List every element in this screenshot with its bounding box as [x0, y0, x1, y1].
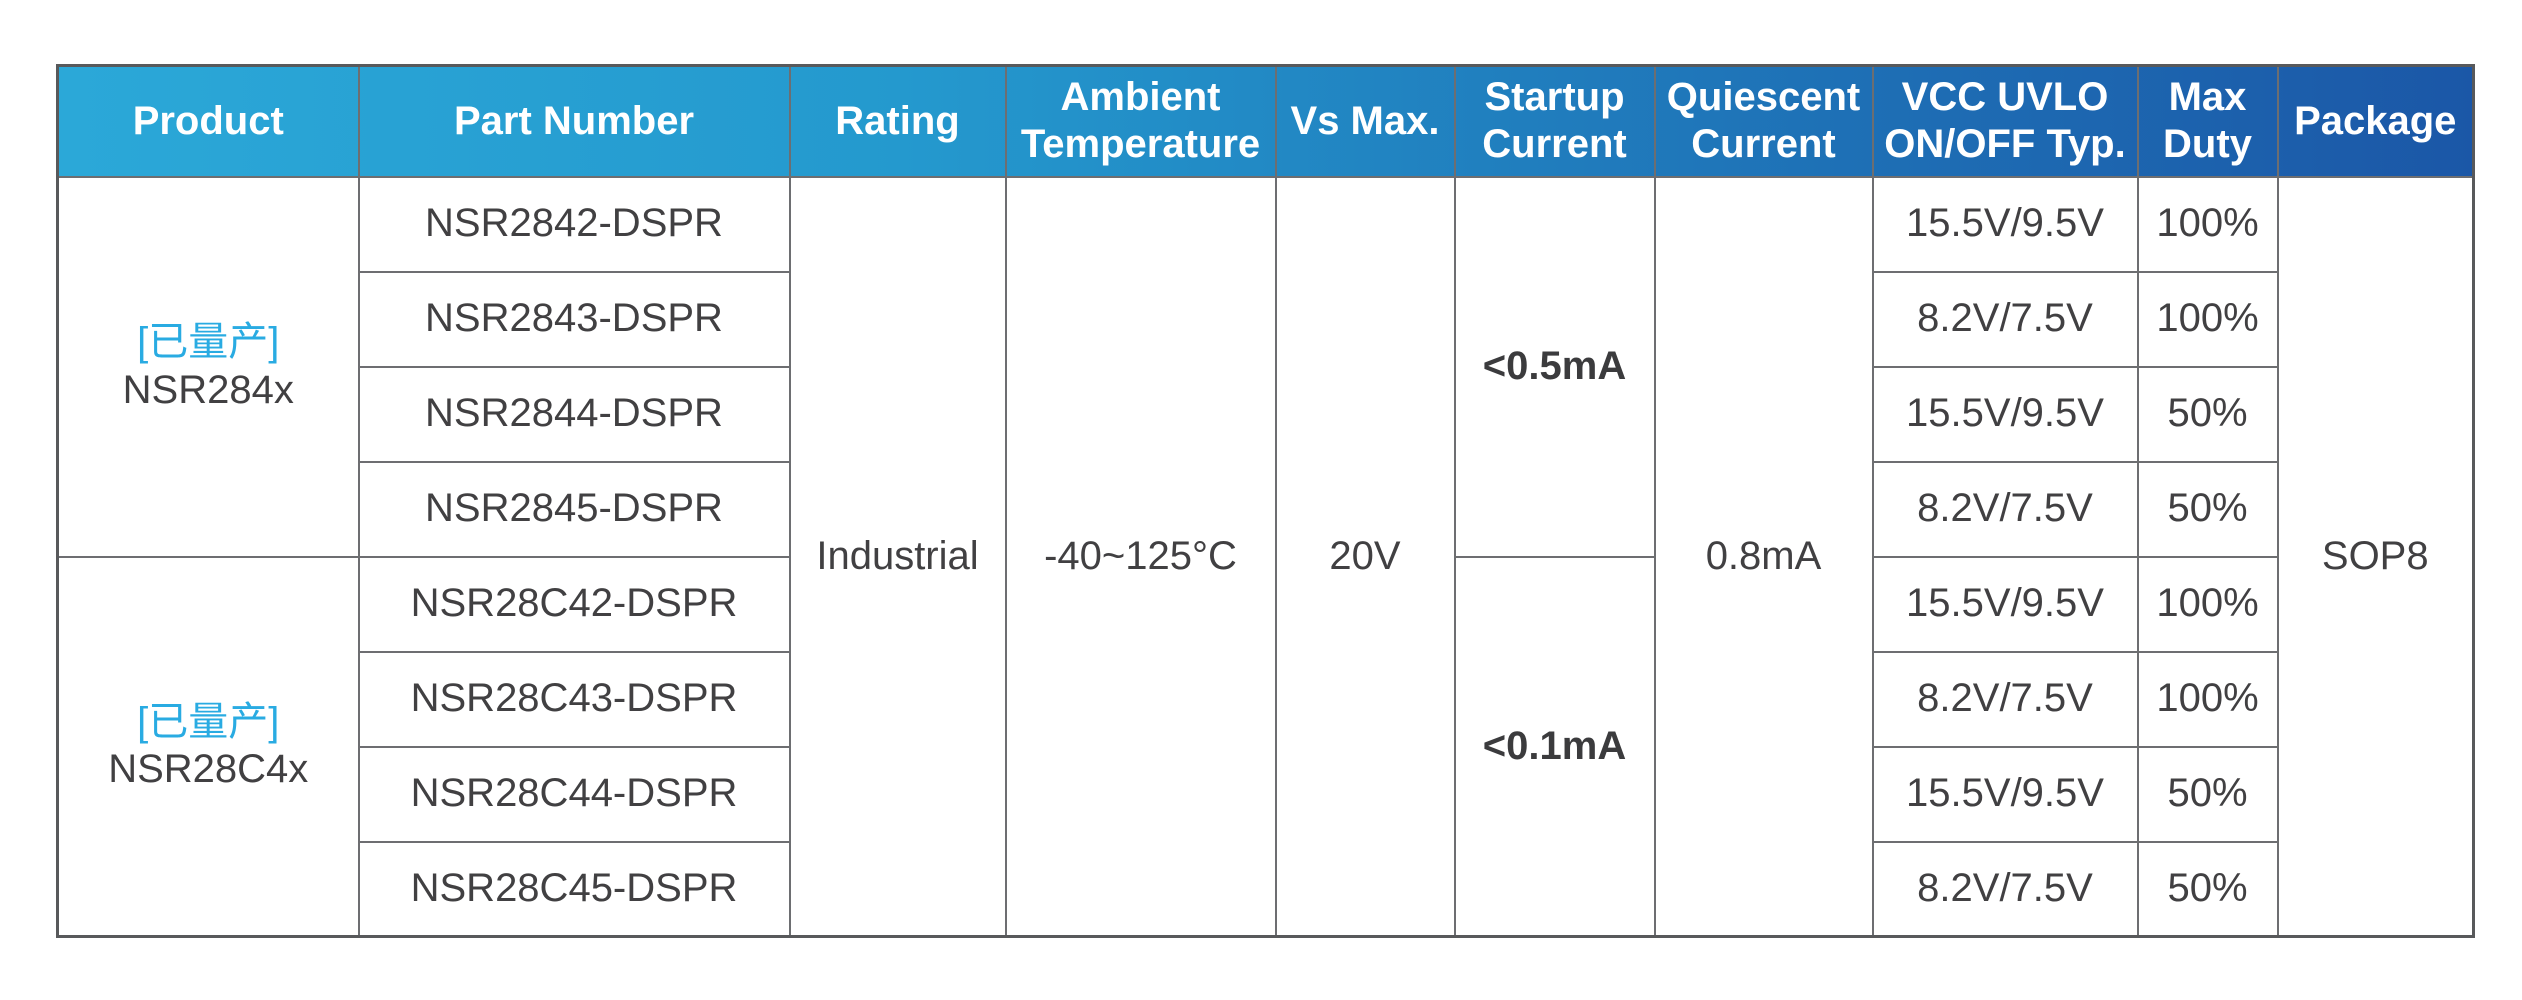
part-number-cell: NSR2842-DSPR: [357, 175, 791, 273]
table-row: [已量产] NSR284x NSR2842-DSPR Industrial -4…: [56, 175, 2475, 938]
production-status-badge: [已量产]: [137, 700, 280, 745]
vcc-uvlo-cell: 8.2V/7.5V: [1871, 650, 2139, 748]
col-header-max-duty: Max Duty: [2136, 64, 2279, 178]
table-row: NSR28C45-DSPR 8.2V/7.5V 50%: [58, 840, 2474, 938]
product-spec-table: Product Part Number Rating Ambient Tempe…: [56, 64, 2475, 938]
part-number-cell: NSR28C42-DSPR: [357, 555, 791, 653]
production-status-badge: [已量产]: [137, 320, 280, 365]
startup-current-cell: <0.5mA: [1453, 175, 1656, 558]
product-group-cell-nsr284x: [已量产] NSR284x: [56, 175, 360, 558]
table-row: NSR28C43-DSPR 8.2V/7.5V 100%: [58, 650, 2474, 748]
max-duty-cell: 50%: [2136, 460, 2279, 558]
ambient-temperature-cell: -40~125°C: [1004, 175, 1277, 938]
part-number-cell: NSR28C44-DSPR: [357, 745, 791, 843]
vcc-uvlo-cell: 8.2V/7.5V: [1871, 840, 2139, 938]
vs-max-cell: 20V: [1274, 175, 1456, 938]
product-family-name: NSR28C4x: [108, 747, 309, 792]
col-header-ambient-temperature: Ambient Temperature: [1004, 64, 1277, 178]
header-row: Product Part Number Rating Ambient Tempe…: [56, 64, 2475, 178]
max-duty-cell: 50%: [2136, 745, 2279, 843]
quiescent-current-cell: 0.8mA: [1653, 175, 1874, 938]
max-duty-cell: 100%: [2136, 175, 2279, 273]
col-header-product: Product: [56, 64, 360, 178]
vcc-uvlo-cell: 8.2V/7.5V: [1871, 270, 2139, 368]
vcc-uvlo-cell: 8.2V/7.5V: [1871, 460, 2139, 558]
part-number-cell: NSR28C43-DSPR: [357, 650, 791, 748]
col-header-vs-max: Vs Max.: [1274, 64, 1456, 178]
table-row: NSR28C44-DSPR 15.5V/9.5V 50%: [58, 745, 2474, 843]
max-duty-cell: 100%: [2136, 270, 2279, 368]
col-header-vcc-uvlo: VCC UVLO ON/OFF Typ.: [1871, 64, 2139, 178]
max-duty-cell: 100%: [2136, 650, 2279, 748]
table-header: Product Part Number Rating Ambient Tempe…: [56, 64, 2475, 178]
col-header-rating: Rating: [788, 64, 1007, 178]
col-header-part-number: Part Number: [357, 64, 791, 178]
rating-cell: Industrial: [788, 175, 1007, 938]
col-header-quiescent-current: Quiescent Current: [1653, 64, 1874, 178]
table-row: NSR2845-DSPR 8.2V/7.5V 50%: [58, 460, 2474, 558]
vcc-uvlo-cell: 15.5V/9.5V: [1871, 555, 2139, 653]
col-header-package: Package: [2276, 64, 2475, 178]
part-number-cell: NSR2845-DSPR: [357, 460, 791, 558]
vcc-uvlo-cell: 15.5V/9.5V: [1871, 745, 2139, 843]
product-family-name: NSR284x: [122, 367, 294, 412]
max-duty-cell: 100%: [2136, 555, 2279, 653]
table-row: NSR2843-DSPR 8.2V/7.5V 100%: [58, 270, 2474, 368]
table-body: [已量产] NSR284x NSR2842-DSPR Industrial -4…: [56, 175, 2475, 938]
col-header-startup-current: Startup Current: [1453, 64, 1656, 178]
package-cell: SOP8: [2276, 175, 2475, 938]
vcc-uvlo-cell: 15.5V/9.5V: [1871, 175, 2139, 273]
part-number-cell: NSR2844-DSPR: [357, 365, 791, 463]
max-duty-cell: 50%: [2136, 840, 2279, 938]
vcc-uvlo-cell: 15.5V/9.5V: [1871, 365, 2139, 463]
max-duty-cell: 50%: [2136, 365, 2279, 463]
product-group-cell-nsr28c4x: [已量产] NSR28C4x: [56, 555, 360, 938]
part-number-cell: NSR2843-DSPR: [357, 270, 791, 368]
startup-current-cell: <0.1mA: [1453, 555, 1656, 938]
table-row: NSR2844-DSPR 15.5V/9.5V 50%: [58, 365, 2474, 463]
part-number-cell: NSR28C45-DSPR: [357, 840, 791, 938]
table-row: [已量产] NSR28C4x NSR28C42-DSPR <0.1mA 15.5…: [56, 555, 2474, 938]
